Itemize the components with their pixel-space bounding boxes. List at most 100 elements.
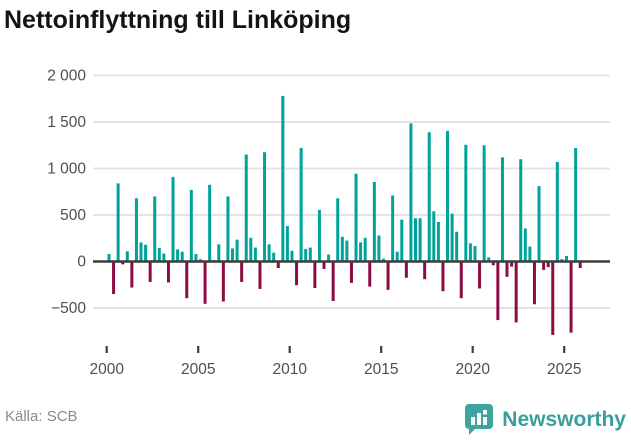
y-axis-tick-label: 1 500 bbox=[47, 114, 86, 131]
bar-2021Q3 bbox=[500, 157, 504, 262]
bar-2001Q2 bbox=[130, 261, 134, 288]
bar-2020Q1 bbox=[473, 246, 477, 262]
bar-2006Q4 bbox=[231, 248, 235, 262]
bar-2008Q3 bbox=[263, 152, 267, 262]
bar-2003Q1 bbox=[162, 253, 166, 262]
bar-2011Q1 bbox=[308, 247, 312, 262]
bar-2007Q4 bbox=[249, 237, 253, 262]
bar-2001Q1 bbox=[125, 251, 129, 262]
bar-2022Q3 bbox=[519, 159, 523, 262]
bar-2003Q2 bbox=[166, 261, 170, 283]
bar-2012Q1 bbox=[327, 254, 331, 262]
x-axis-tick-label: 2025 bbox=[547, 361, 581, 378]
bar-2002Q2 bbox=[148, 261, 152, 282]
bar-2002Q1 bbox=[144, 244, 148, 262]
bar-2025Q2 bbox=[569, 261, 573, 333]
bar-2025Q4 bbox=[578, 261, 582, 269]
bar-2009Q4 bbox=[285, 226, 289, 262]
bar-2025Q1 bbox=[564, 255, 568, 262]
bar-2025Q3 bbox=[574, 148, 578, 262]
bar-2000Q3 bbox=[116, 183, 120, 262]
bar-2015Q4 bbox=[395, 251, 399, 262]
bar-2022Q4 bbox=[523, 228, 527, 262]
bar-2013Q4 bbox=[359, 242, 363, 262]
bar-2002Q4 bbox=[157, 248, 161, 262]
bar-2017Q3 bbox=[427, 132, 431, 262]
bar-2011Q4 bbox=[322, 261, 326, 269]
bar-2005Q2 bbox=[203, 261, 207, 304]
bar-2008Q1 bbox=[253, 247, 257, 262]
bar-2010Q2 bbox=[295, 261, 299, 286]
x-axis-tick-label: 2020 bbox=[455, 361, 490, 378]
x-axis-tick-label: 2015 bbox=[364, 361, 398, 378]
x-axis-tick-label: 2005 bbox=[181, 361, 215, 378]
bar-2023Q3 bbox=[537, 186, 541, 262]
bar-2009Q2 bbox=[276, 261, 280, 269]
bar-2018Q3 bbox=[446, 130, 450, 262]
bar-2019Q4 bbox=[468, 243, 472, 262]
bar-2007Q1 bbox=[235, 239, 239, 262]
bar-2000Q4 bbox=[121, 261, 125, 265]
bar-2014Q1 bbox=[363, 237, 367, 262]
source-note: Källa: SCB bbox=[5, 408, 78, 425]
bar-2018Q2 bbox=[441, 261, 445, 292]
y-axis-tick-label: 0 bbox=[77, 254, 86, 271]
bar-2023Q1 bbox=[528, 246, 532, 262]
bar-2021Q2 bbox=[496, 261, 500, 321]
chart-title: Nettoinflyttning till Linköping bbox=[4, 6, 352, 34]
bar-2004Q4 bbox=[194, 254, 198, 262]
bar-2002Q3 bbox=[153, 196, 157, 262]
bar-2004Q2 bbox=[185, 261, 189, 299]
bar-2015Q3 bbox=[391, 195, 395, 262]
bar-2018Q1 bbox=[436, 221, 440, 262]
newsworthy-branding: Newsworthy bbox=[464, 403, 626, 437]
bar-2021Q1 bbox=[491, 261, 495, 266]
bar-2010Q4 bbox=[304, 248, 308, 262]
bar-2024Q1 bbox=[546, 261, 550, 268]
bar-2012Q4 bbox=[340, 236, 344, 262]
x-axis-tick-label: 2010 bbox=[272, 361, 307, 378]
bar-2018Q4 bbox=[450, 213, 454, 262]
bar-2010Q1 bbox=[290, 250, 294, 262]
bar-2011Q2 bbox=[313, 261, 317, 288]
bar-2019Q3 bbox=[464, 144, 468, 262]
bar-2008Q4 bbox=[267, 244, 271, 262]
bar-2009Q3 bbox=[281, 95, 285, 262]
bar-2020Q3 bbox=[482, 145, 486, 262]
bar-2016Q2 bbox=[404, 261, 408, 278]
bar-2010Q3 bbox=[299, 148, 303, 262]
bar-2016Q4 bbox=[414, 218, 418, 262]
bar-2014Q2 bbox=[368, 261, 372, 287]
bar-2007Q3 bbox=[244, 154, 248, 262]
bar-2017Q4 bbox=[432, 211, 436, 262]
bar-2006Q3 bbox=[226, 196, 230, 262]
y-axis-tick-label: 1 000 bbox=[47, 161, 86, 178]
bar-2000Q2 bbox=[112, 261, 116, 295]
bar-2020Q2 bbox=[478, 261, 482, 289]
bar-2009Q1 bbox=[272, 252, 276, 262]
bar-2016Q3 bbox=[409, 123, 413, 262]
bar-2017Q1 bbox=[418, 218, 422, 262]
bar-2015Q2 bbox=[386, 261, 390, 290]
bar-2000Q1 bbox=[107, 254, 111, 262]
bar-2004Q3 bbox=[189, 189, 193, 262]
bar-2001Q3 bbox=[134, 198, 138, 262]
bar-2013Q3 bbox=[354, 173, 358, 262]
bar-2007Q2 bbox=[240, 261, 244, 282]
bar-2006Q2 bbox=[221, 261, 225, 302]
bar-2023Q2 bbox=[532, 261, 536, 305]
newsworthy-wordmark: Newsworthy bbox=[502, 408, 626, 431]
bar-2019Q2 bbox=[459, 261, 463, 299]
bar-2017Q2 bbox=[423, 261, 427, 280]
bar-2015Q1 bbox=[381, 258, 385, 262]
bar-2004Q1 bbox=[180, 251, 184, 262]
bar-2006Q1 bbox=[217, 244, 221, 262]
bar-2005Q3 bbox=[208, 184, 212, 262]
bar-2001Q4 bbox=[139, 242, 143, 262]
bar-2020Q4 bbox=[487, 257, 491, 262]
bar-2014Q3 bbox=[372, 181, 376, 262]
bar-2013Q1 bbox=[345, 240, 349, 262]
y-axis-tick-label: 2 000 bbox=[47, 68, 86, 85]
